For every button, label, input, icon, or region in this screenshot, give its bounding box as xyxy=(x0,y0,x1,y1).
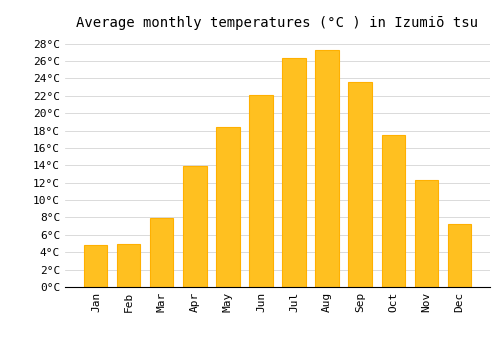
Bar xyxy=(216,127,240,287)
Bar xyxy=(84,245,108,287)
Bar xyxy=(414,180,438,287)
Bar xyxy=(250,95,272,287)
Bar xyxy=(382,135,404,287)
Bar xyxy=(348,82,372,287)
Bar xyxy=(448,224,470,287)
Bar xyxy=(118,244,141,287)
Bar xyxy=(184,166,206,287)
Title: Average monthly temperatures (°C ) in Izumiō tsu: Average monthly temperatures (°C ) in Iz… xyxy=(76,16,478,30)
Bar xyxy=(316,50,338,287)
Bar xyxy=(282,58,306,287)
Bar xyxy=(150,218,174,287)
